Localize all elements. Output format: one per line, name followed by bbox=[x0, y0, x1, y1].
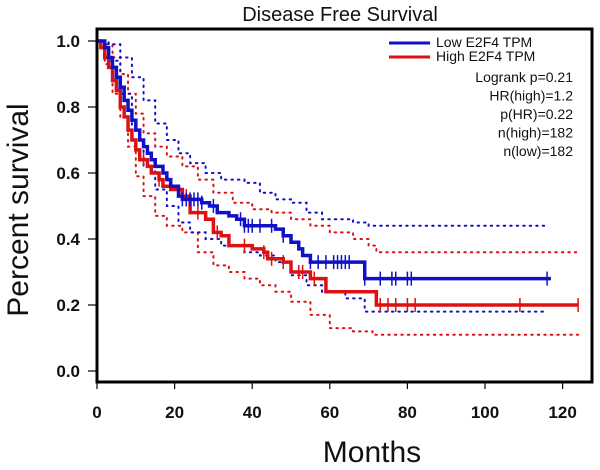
annotation-text: n(high)=182 bbox=[498, 125, 573, 141]
x-axis-title: Months bbox=[323, 436, 421, 469]
ci-upper-low bbox=[96, 40, 549, 227]
x-axis: 0 20 40 60 80 100 120 bbox=[92, 383, 577, 422]
y-axis-title: Percent survival bbox=[2, 103, 35, 316]
x-tick-label: 60 bbox=[320, 403, 339, 422]
y-axis: 0.0 0.2 0.4 0.6 0.8 1.0 bbox=[56, 32, 96, 381]
y-tick-label: 0.8 bbox=[56, 98, 80, 117]
y-tick-label: 0.4 bbox=[56, 230, 80, 249]
x-tick-label: 100 bbox=[471, 403, 499, 422]
x-tick-label: 20 bbox=[165, 403, 184, 422]
y-tick-label: 0.2 bbox=[56, 296, 80, 315]
y-tick-label: 0.0 bbox=[56, 362, 80, 381]
annotation-text: n(low)=182 bbox=[503, 143, 573, 159]
legend-label-low: Low E2F4 TPM bbox=[436, 34, 532, 50]
legend-label-high: High E2F4 TPM bbox=[436, 48, 535, 64]
ci-upper-high bbox=[96, 40, 580, 254]
plot-frame bbox=[95, 27, 594, 384]
survival-curves bbox=[97, 39, 579, 307]
x-tick-label: 120 bbox=[548, 403, 576, 422]
x-tick-label: 80 bbox=[398, 403, 417, 422]
chart-title: Disease Free Survival bbox=[242, 4, 438, 26]
y-tick-label: 0.6 bbox=[56, 164, 80, 183]
annotation-text: HR(high)=1.2 bbox=[489, 88, 573, 104]
annotation-text: p(HR)=0.22 bbox=[500, 106, 573, 122]
x-tick-label: 40 bbox=[243, 403, 262, 422]
y-tick-label: 1.0 bbox=[56, 32, 80, 51]
curve-high bbox=[97, 39, 579, 307]
annotation-text: Logrank p=0.21 bbox=[475, 69, 573, 85]
censor-marks bbox=[142, 152, 579, 312]
stats-annotations: Logrank p=0.21 HR(high)=1.2 p(HR)=0.22 n(hi… bbox=[475, 69, 573, 159]
x-tick-label: 0 bbox=[92, 403, 101, 422]
curve-low bbox=[97, 39, 551, 281]
